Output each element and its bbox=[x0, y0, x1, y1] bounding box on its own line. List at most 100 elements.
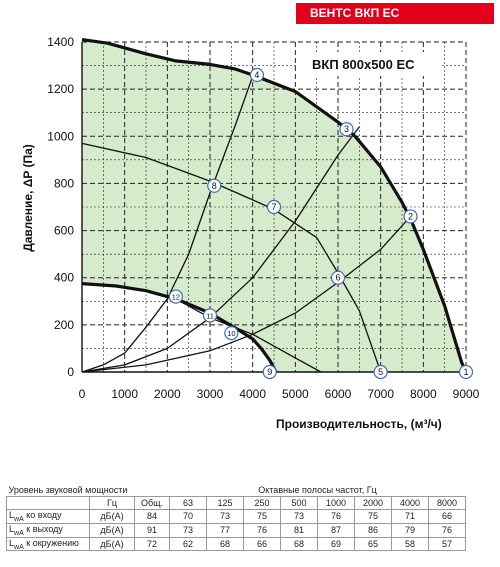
chart-grid bbox=[81, 41, 467, 373]
x-tick-label: 0 bbox=[79, 387, 86, 401]
table-value-cell: 66 bbox=[428, 509, 466, 524]
system-line bbox=[81, 215, 411, 373]
y-tick-label: 400 bbox=[54, 271, 74, 285]
table-value-cell: 73 bbox=[280, 509, 318, 524]
y-tick-label: 1200 bbox=[47, 82, 74, 96]
point-marker bbox=[330, 270, 346, 285]
point-marker-label: 12 bbox=[172, 293, 180, 302]
x-tick-label: 3000 bbox=[197, 387, 224, 401]
table-value-cell: 57 bbox=[428, 536, 466, 552]
point-marker bbox=[262, 364, 277, 380]
chart-title: ВКП 800x500 ЕС bbox=[312, 57, 415, 72]
freq-column-header: 500 bbox=[280, 496, 318, 510]
row-unit-cell: дБ(А) bbox=[89, 509, 135, 524]
x-tick-label: 7000 bbox=[367, 387, 394, 401]
table-value-cell: 71 bbox=[391, 509, 429, 524]
table-value-cell: 72 bbox=[134, 536, 170, 552]
point-marker-label: 3 bbox=[344, 124, 349, 134]
point-marker-label: 8 bbox=[212, 181, 217, 191]
table-value-cell: 84 bbox=[134, 509, 170, 524]
table-value-cell: 76 bbox=[317, 509, 355, 524]
rpm-line bbox=[175, 298, 322, 373]
point-marker bbox=[458, 364, 474, 380]
table-value-cell: 62 bbox=[169, 536, 207, 552]
point-marker bbox=[224, 326, 239, 341]
x-tick-label: 5000 bbox=[282, 387, 309, 401]
x-tick-label: 6000 bbox=[325, 387, 352, 401]
row-name-cell: LwA ко входу bbox=[6, 509, 90, 524]
point-marker bbox=[373, 364, 388, 380]
y-tick-label: 1400 bbox=[47, 35, 74, 49]
table-value-cell: 68 bbox=[206, 536, 244, 552]
point-marker-label: 6 bbox=[335, 273, 340, 283]
table-value-cell: 76 bbox=[428, 522, 466, 538]
freq-column-header: Общ. bbox=[134, 496, 170, 510]
point-marker bbox=[403, 209, 418, 224]
x-axis-label: Производительность, (м³/ч) bbox=[276, 417, 442, 431]
table-value-cell: 77 bbox=[206, 522, 244, 538]
table-value-cell: 81 bbox=[280, 522, 318, 538]
table-frequency-row: Гц Общ. 63 125 250 500 1000 2000 4000 8000 bbox=[6, 496, 466, 510]
row-name-cell: LwA к выходу bbox=[6, 522, 90, 538]
freq-column-header: 2000 bbox=[354, 496, 392, 510]
table-header-left: Уровень звуковой мощности bbox=[8, 485, 128, 495]
x-tick-label: 8000 bbox=[410, 387, 437, 401]
point-marker-label: 7 bbox=[271, 202, 276, 212]
point-marker-label: 9 bbox=[267, 367, 272, 377]
table-value-cell: 75 bbox=[243, 509, 281, 524]
table-value-cell: 86 bbox=[354, 522, 392, 538]
y-axis-label: Давление, ΔP (Па) bbox=[21, 144, 35, 252]
freq-column-header: 63 bbox=[169, 496, 207, 510]
freq-column-header: 8000 bbox=[428, 496, 466, 510]
chart-curves bbox=[81, 38, 468, 373]
y-tick-label: 0 bbox=[67, 365, 74, 379]
table-value-cell: 87 bbox=[317, 522, 355, 538]
row-unit-cell: дБ(А) bbox=[89, 536, 135, 552]
product-series-badge: ВЕНТС ВКП ЕС bbox=[296, 3, 494, 23]
table-value-cell: 91 bbox=[134, 522, 170, 538]
point-marker bbox=[266, 199, 282, 215]
table-value-cell: 58 bbox=[391, 536, 429, 552]
table-value-cell: 76 bbox=[243, 522, 281, 538]
x-tick-label: 4000 bbox=[239, 387, 266, 401]
table-value-cell: 65 bbox=[354, 536, 392, 552]
freq-column-header: 4000 bbox=[391, 496, 429, 510]
table-value-cell: 68 bbox=[280, 536, 318, 552]
chart-tick-labels: 0 1000 2000 3000 4000 5000 6000 7000 8000 9000 0 20… bbox=[47, 35, 479, 401]
table-row: LwA к выходу дБ(А) 91 73 77 76 81 87 86 79 76 bbox=[6, 522, 466, 538]
table-value-cell: 66 bbox=[243, 536, 281, 552]
point-marker-label: 1 bbox=[463, 367, 468, 377]
x-tick-label: 9000 bbox=[453, 387, 480, 401]
header-rule bbox=[296, 23, 494, 24]
point-marker-label: 10 bbox=[227, 329, 235, 338]
table-value-cell: 73 bbox=[169, 522, 207, 538]
table-corner-cell bbox=[6, 496, 90, 510]
freq-unit-cell: Гц bbox=[89, 496, 135, 510]
table-row: LwA ко входу дБ(А) 84 70 73 75 73 76 75 71 66 bbox=[6, 509, 466, 524]
row-name-cell: LwA к окружению bbox=[6, 536, 90, 552]
table-value-cell: 75 bbox=[354, 509, 392, 524]
x-tick-label: 2000 bbox=[154, 387, 181, 401]
freq-column-header: 125 bbox=[206, 496, 244, 510]
freq-column-header: 1000 bbox=[317, 496, 355, 510]
point-marker-label: 4 bbox=[254, 70, 259, 80]
table-header-right: Октавные полосы частот, Гц bbox=[258, 485, 377, 495]
y-tick-label: 800 bbox=[54, 176, 74, 190]
y-tick-label: 200 bbox=[54, 318, 74, 332]
chart-title-box bbox=[298, 52, 440, 76]
row-unit-cell: дБ(А) bbox=[89, 522, 135, 538]
point-marker bbox=[339, 122, 354, 137]
point-marker-label: 5 bbox=[378, 367, 383, 377]
point-marker bbox=[168, 289, 183, 304]
table-value-cell: 73 bbox=[206, 509, 244, 524]
y-tick-label: 1000 bbox=[47, 129, 74, 143]
point-marker bbox=[207, 178, 222, 193]
system-line bbox=[81, 75, 254, 373]
x-tick-label: 1000 bbox=[111, 387, 138, 401]
point-marker-label: 11 bbox=[206, 311, 214, 320]
point-marker bbox=[202, 308, 218, 323]
max-curve bbox=[81, 38, 468, 373]
table-header-row: Уровень звуковой мощности Октавные полос… bbox=[7, 484, 466, 497]
